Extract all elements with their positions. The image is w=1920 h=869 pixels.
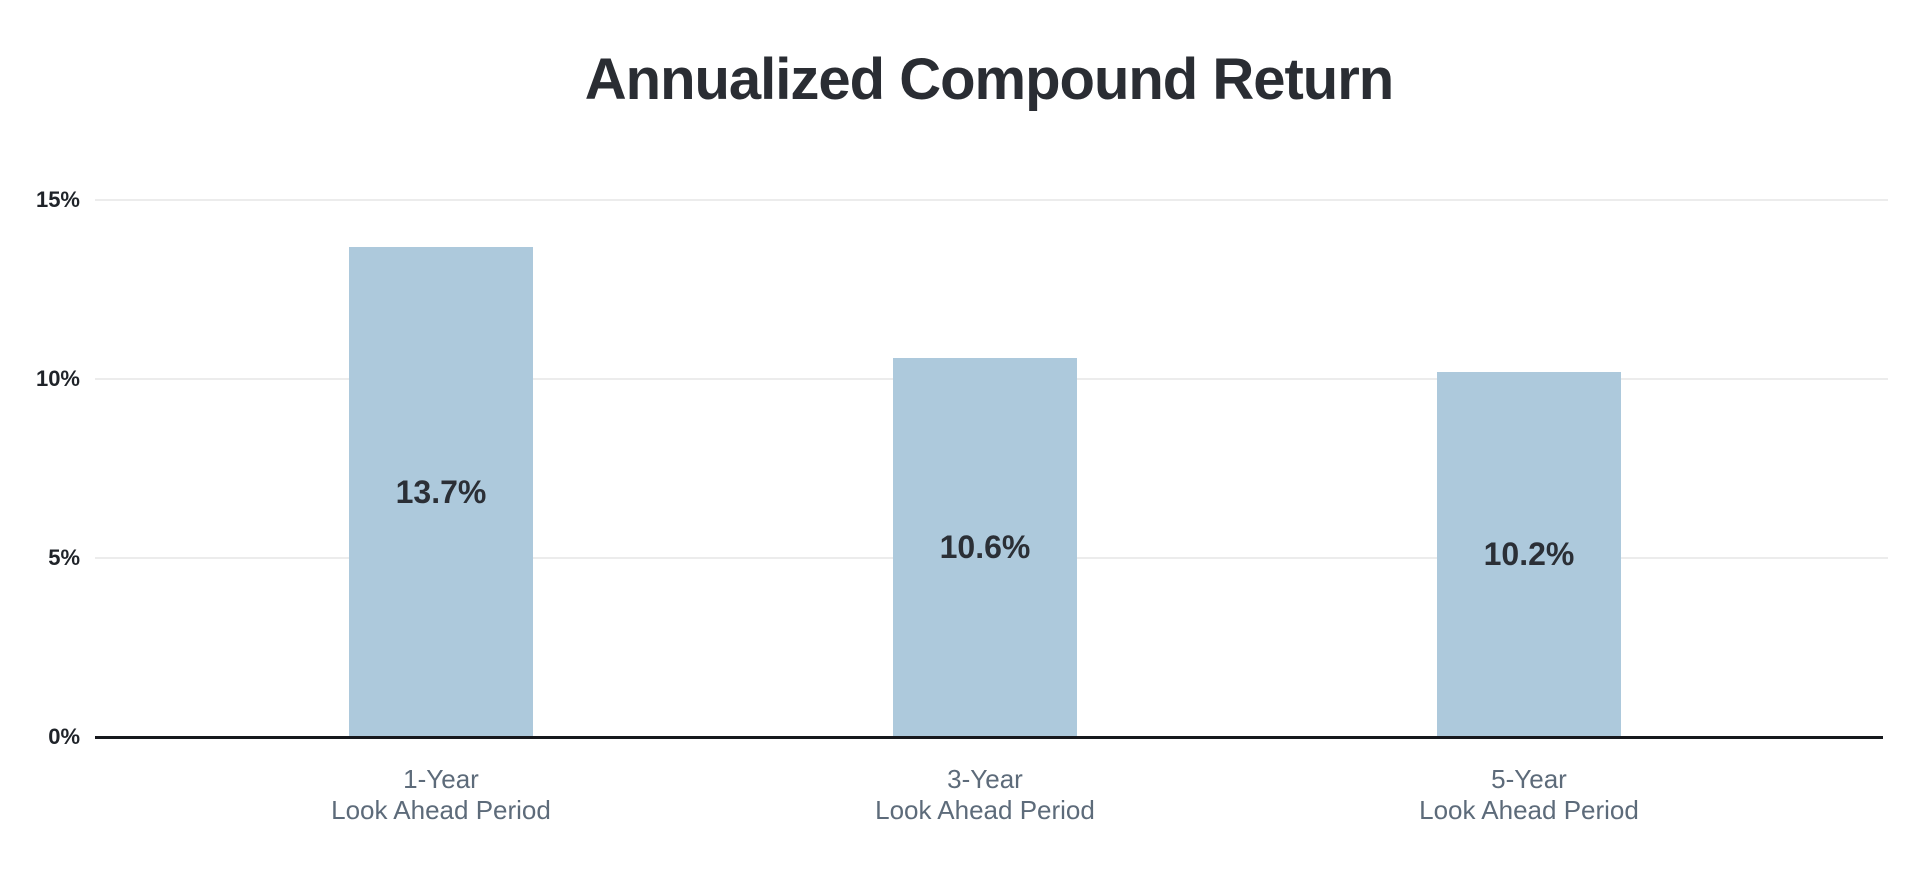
x-axis-category-label: 1-Year Look Ahead Period <box>221 764 661 826</box>
y-axis-tick-label: 10% <box>35 366 80 391</box>
category-line-1: 1-Year <box>403 764 479 794</box>
bar <box>1437 371 1621 737</box>
category-line-1: 5-Year <box>1491 764 1567 794</box>
bar <box>349 246 533 737</box>
y-axis-tick-label: 15% <box>35 187 80 212</box>
category-line-2: Look Ahead Period <box>1419 795 1639 825</box>
x-axis-line <box>95 736 1883 739</box>
category-line-1: 3-Year <box>947 764 1023 794</box>
y-axis-tick-label: 0% <box>48 724 80 749</box>
bar-value-label: 10.2% <box>1483 536 1575 573</box>
bar-value-label: 13.7% <box>395 473 487 510</box>
category-line-2: Look Ahead Period <box>875 795 1095 825</box>
gridline <box>95 199 1888 201</box>
y-axis-tick-label: 5% <box>48 545 80 570</box>
category-line-2: Look Ahead Period <box>331 795 551 825</box>
chart-title: Annualized Compound Return <box>584 47 1395 112</box>
bar <box>893 357 1077 737</box>
x-axis-category-label: 3-Year Look Ahead Period <box>765 764 1205 826</box>
bar-value-label: 10.6% <box>939 529 1031 566</box>
x-axis-category-label: 5-Year Look Ahead Period <box>1309 764 1749 826</box>
